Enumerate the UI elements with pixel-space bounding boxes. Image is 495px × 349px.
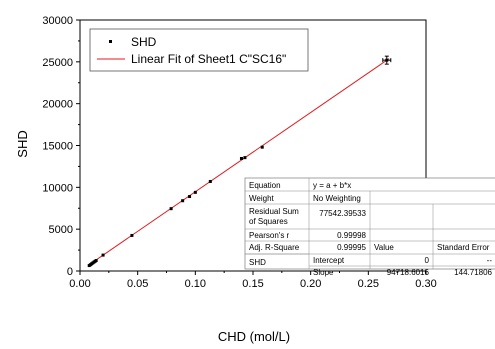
x-tick-label: 0.20 — [300, 278, 321, 290]
table-param-intercept: Intercept — [313, 256, 345, 265]
data-point — [188, 195, 192, 199]
y-tick-label: 10000 — [42, 182, 73, 194]
fit-line — [87, 58, 390, 266]
table-value-rss: 77542.39533 — [319, 209, 366, 218]
y-tick-label: 0 — [67, 266, 73, 278]
legend-label-fit: Linear Fit of Sheet1 C"SC16" — [131, 52, 286, 66]
x-axis-title: CHD (mol/L) — [218, 329, 290, 344]
table-intercept-stderr: -- — [487, 256, 493, 265]
table-label-pearson: Pearson's r — [249, 231, 290, 240]
table-label-adj-r-square: Adj. R-Square — [249, 243, 300, 252]
x-tick-label: 0.15 — [242, 278, 263, 290]
table-intercept-value: 0 — [425, 256, 430, 265]
x-tick-label: 0.25 — [358, 278, 379, 290]
data-point — [94, 259, 98, 263]
table-value-adj-r-square: 0.99995 — [337, 243, 366, 252]
legend-box — [89, 28, 309, 72]
table-slope-stderr: 144.71806 — [454, 268, 492, 277]
table-header-stderr: Standard Error — [437, 243, 490, 252]
table-value-weight: No Weighting — [313, 194, 361, 203]
y-tick-label: 20000 — [42, 99, 73, 111]
fit-results-table: Equation y = a + b*x Weight No Weighting… — [244, 177, 495, 277]
table-header-value: Value — [374, 243, 394, 252]
table-slope-value: 94718.6016 — [387, 268, 430, 277]
y-tick-label: 15000 — [42, 141, 73, 153]
data-point — [243, 156, 247, 160]
x-tick-label: 0.10 — [185, 278, 206, 290]
table-label-rss-line1: Residual Sum — [249, 207, 299, 216]
table-param-slope: Slope — [313, 268, 334, 277]
table-group-label: SHD — [249, 258, 266, 267]
x-tick-label: 0.05 — [127, 278, 148, 290]
y-axis-ticks: 0 5000 10000 15000 20000 25000 30000 — [42, 15, 80, 278]
legend: SHD Linear Fit of Sheet1 C"SC16" — [89, 28, 309, 72]
legend-marker-points — [109, 40, 112, 43]
data-point — [193, 190, 197, 194]
legend-label-shd: SHD — [131, 35, 157, 49]
y-tick-label: 25000 — [42, 57, 73, 69]
table-label-equation: Equation — [249, 181, 281, 190]
data-point — [181, 199, 185, 203]
table-value-equation: y = a + b*x — [313, 181, 351, 190]
table-label-rss-line2: of Squares — [249, 217, 288, 226]
table-value-pearson: 0.99998 — [337, 231, 366, 240]
data-point — [130, 233, 134, 237]
table-label-weight: Weight — [249, 194, 275, 203]
data-point — [169, 207, 173, 211]
data-point — [101, 253, 105, 257]
x-axis-ticks: 0.00 0.05 0.10 0.15 0.20 0.25 0.30 — [69, 271, 437, 290]
y-axis-title: SHD — [15, 130, 30, 157]
data-point — [208, 179, 212, 183]
data-point — [239, 156, 243, 160]
data-points — [87, 55, 392, 268]
y-tick-label: 5000 — [49, 224, 73, 236]
y-tick-label: 30000 — [42, 15, 73, 27]
x-tick-label: 0.00 — [69, 278, 90, 290]
data-point — [260, 145, 264, 149]
x-tick-label: 0.30 — [415, 278, 436, 290]
